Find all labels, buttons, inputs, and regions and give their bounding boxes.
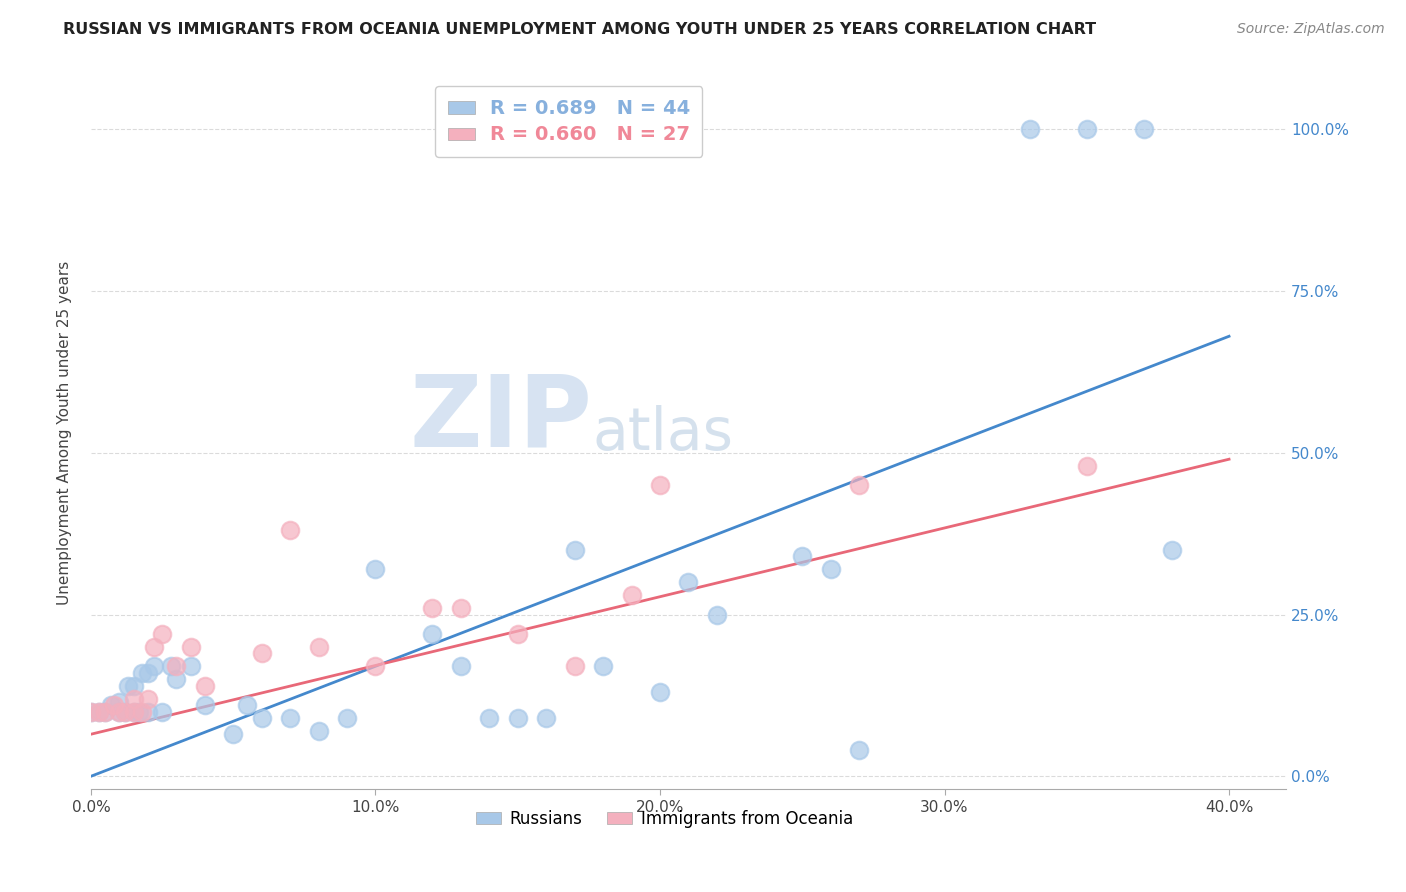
Point: [1018, 122, 1040, 136]
Point: [180, 640, 202, 654]
Point: [236, 698, 259, 712]
Point: [1161, 542, 1184, 557]
Point: [364, 659, 387, 673]
Point: [194, 698, 217, 712]
Point: [592, 659, 614, 673]
Point: [364, 562, 387, 576]
Text: Source: ZipAtlas.com: Source: ZipAtlas.com: [1237, 22, 1385, 37]
Point: [150, 627, 173, 641]
Point: [564, 542, 586, 557]
Point: [620, 588, 643, 602]
Point: [222, 727, 245, 741]
Point: [450, 601, 472, 615]
Point: [103, 698, 125, 712]
Point: [159, 659, 181, 673]
Point: [194, 679, 217, 693]
Point: [648, 478, 671, 492]
Point: [136, 705, 159, 719]
Point: [131, 705, 153, 719]
Point: [678, 575, 700, 590]
Text: atlas: atlas: [593, 405, 734, 462]
Text: RUSSIAN VS IMMIGRANTS FROM OCEANIA UNEMPLOYMENT AMONG YOUTH UNDER 25 YEARS CORRE: RUSSIAN VS IMMIGRANTS FROM OCEANIA UNEMP…: [63, 22, 1097, 37]
Y-axis label: Unemployment Among Youth under 25 years: Unemployment Among Youth under 25 years: [58, 261, 72, 606]
Point: [792, 549, 814, 564]
Point: [820, 562, 842, 576]
Point: [80, 705, 103, 719]
Point: [308, 723, 330, 738]
Point: [706, 607, 728, 622]
Point: [506, 627, 529, 641]
Point: [108, 695, 131, 709]
Point: [142, 659, 165, 673]
Point: [336, 711, 359, 725]
Point: [128, 705, 150, 719]
Legend: Russians, Immigrants from Oceania: Russians, Immigrants from Oceania: [470, 803, 859, 834]
Point: [136, 691, 159, 706]
Point: [108, 705, 131, 719]
Point: [122, 691, 145, 706]
Point: [122, 679, 145, 693]
Point: [278, 524, 301, 538]
Point: [89, 705, 111, 719]
Point: [478, 711, 501, 725]
Point: [165, 659, 187, 673]
Point: [114, 705, 136, 719]
Point: [122, 705, 145, 719]
Point: [136, 665, 159, 680]
Point: [180, 659, 202, 673]
Point: [117, 679, 139, 693]
Point: [422, 627, 444, 641]
Point: [150, 705, 173, 719]
Point: [1076, 458, 1098, 473]
Point: [848, 743, 870, 757]
Point: [564, 659, 586, 673]
Point: [1132, 122, 1154, 136]
Point: [534, 711, 557, 725]
Point: [94, 705, 117, 719]
Point: [122, 705, 145, 719]
Point: [422, 601, 444, 615]
Text: ZIP: ZIP: [411, 370, 593, 467]
Point: [80, 705, 103, 719]
Point: [308, 640, 330, 654]
Point: [114, 705, 136, 719]
Point: [108, 705, 131, 719]
Point: [506, 711, 529, 725]
Point: [89, 705, 111, 719]
Point: [450, 659, 472, 673]
Point: [142, 640, 165, 654]
Point: [278, 711, 301, 725]
Point: [250, 646, 273, 660]
Point: [250, 711, 273, 725]
Point: [100, 698, 122, 712]
Point: [131, 665, 153, 680]
Point: [1076, 122, 1098, 136]
Point: [648, 685, 671, 699]
Point: [848, 478, 870, 492]
Point: [165, 672, 187, 686]
Point: [94, 705, 117, 719]
